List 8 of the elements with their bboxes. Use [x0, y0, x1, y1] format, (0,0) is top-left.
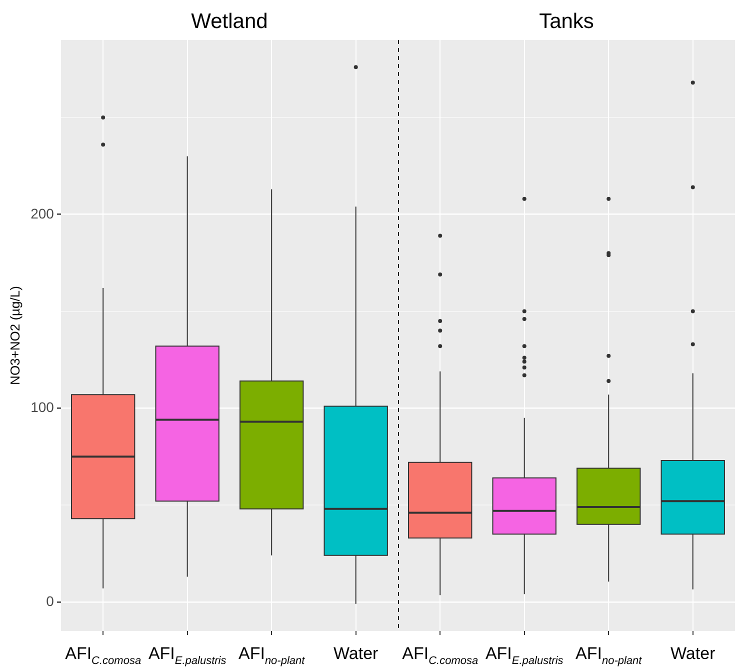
- x-tick-label: Water: [670, 644, 716, 663]
- x-tick-label: Water: [334, 644, 379, 663]
- y-tick-label: 0: [46, 592, 54, 609]
- y-axis-title: NO3+NO2 (µg/L): [7, 286, 22, 385]
- text: Wetland: [191, 10, 268, 33]
- y-tick-label: 200: [30, 205, 54, 222]
- text: Tanks: [539, 10, 594, 33]
- y-tick-label: 100: [30, 399, 54, 416]
